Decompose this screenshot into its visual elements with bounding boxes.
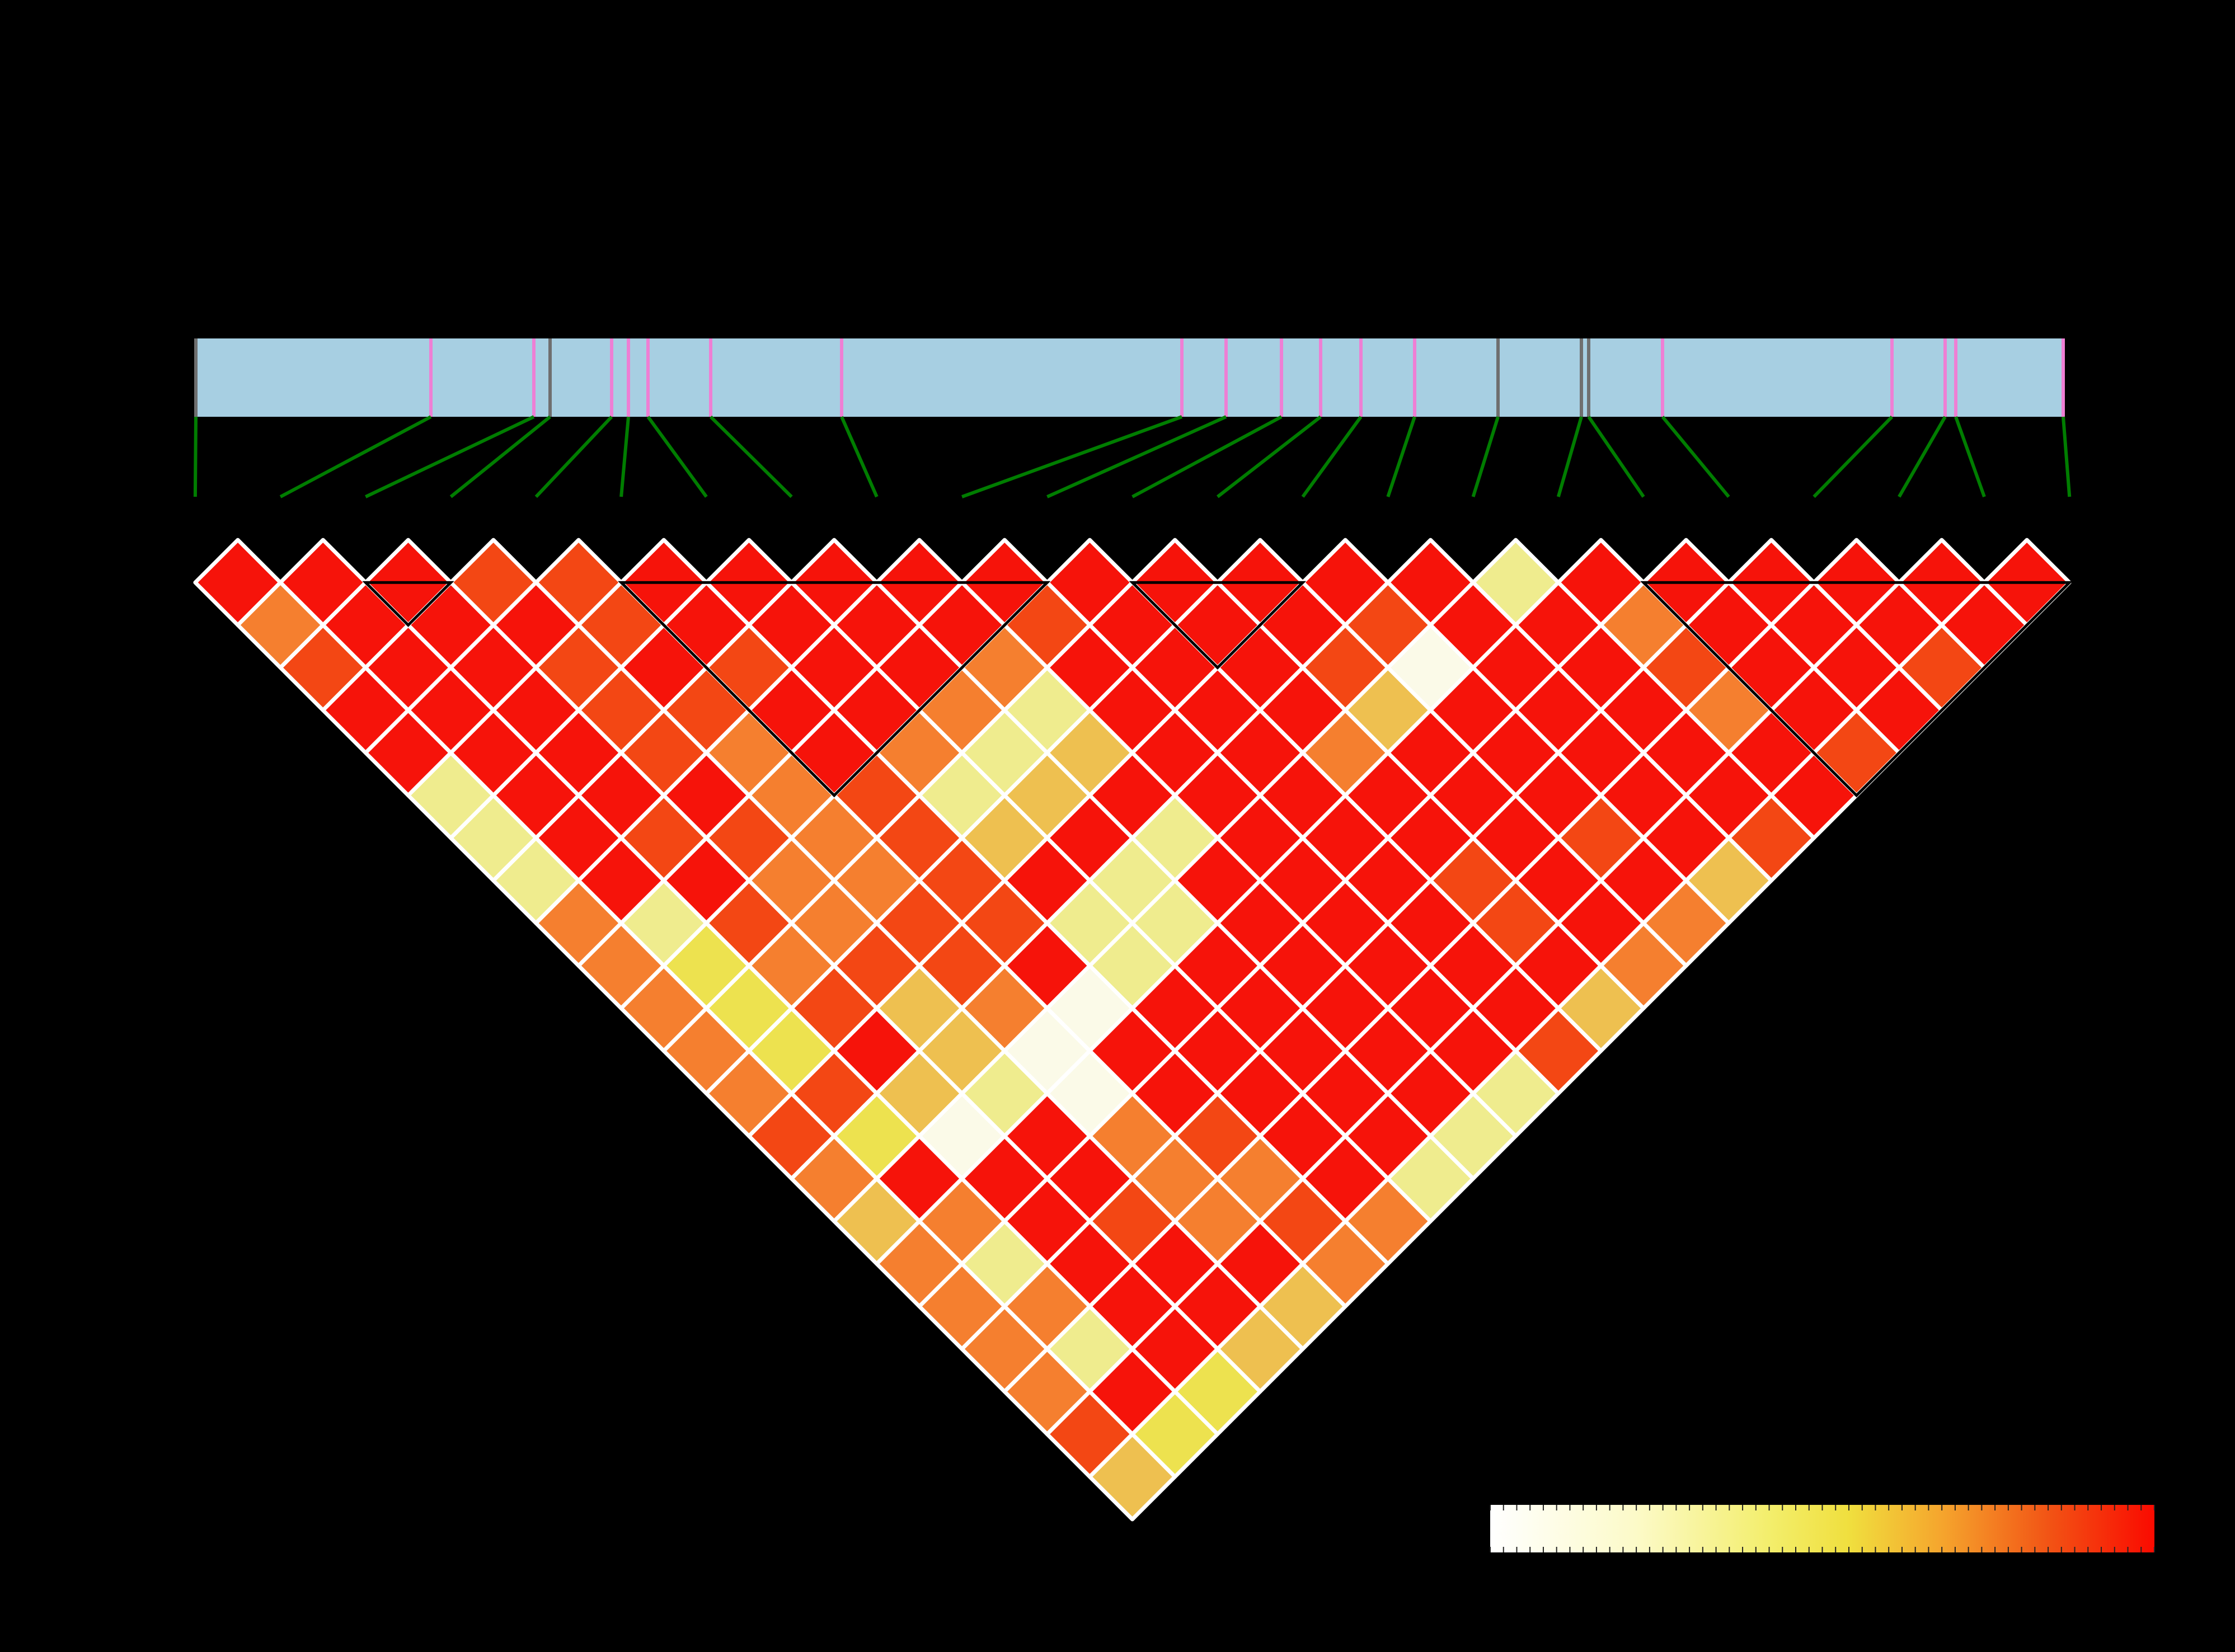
- snp-fan-line: [365, 415, 535, 498]
- snp-fan-line: [1046, 415, 1227, 498]
- snp-fan-line: [1661, 416, 1730, 498]
- genomic-region-bar: [195, 338, 2065, 417]
- snp-fan-line: [449, 415, 551, 498]
- genomic-region-bar-group: [194, 338, 2065, 417]
- snp-fan-line: [1216, 415, 1322, 498]
- snp-fan-line: [840, 416, 879, 498]
- color-key-gradient: [1490, 1505, 2154, 1552]
- snp-fan-line: [1813, 415, 1894, 498]
- snp-fan-line: [619, 416, 630, 497]
- snp-fan-line: [1556, 416, 1583, 497]
- haplotype-block-outline: [362, 581, 454, 627]
- snp-fan-line: [193, 416, 198, 497]
- snp-fan-line: [534, 415, 613, 498]
- haplotype-block-outline: [1640, 581, 2073, 798]
- snp-fan-line: [2062, 416, 2072, 497]
- haplotype-block-outline: [618, 581, 1051, 798]
- snp-fan-line: [1471, 416, 1500, 497]
- snp-fan-line: [709, 415, 793, 498]
- snp-fan-line: [1301, 416, 1363, 498]
- haplotype-block-outline: [1129, 581, 1307, 670]
- ld-cells-group: [193, 538, 2072, 1522]
- color-key-group: [1490, 1505, 2155, 1552]
- snp-fan-line: [1587, 416, 1645, 498]
- snp-fan-line: [1954, 416, 1986, 498]
- snp-fan-line: [279, 415, 432, 498]
- haplotype-blocks-group: [362, 581, 2073, 798]
- snp-fan-line: [961, 415, 1183, 498]
- snp-fan-lines-group: [193, 415, 2072, 498]
- snp-fan-line: [646, 416, 708, 498]
- snp-fan-line: [1898, 416, 1947, 498]
- snp-fan-line: [1386, 416, 1416, 497]
- snp-fan-line: [1131, 415, 1283, 498]
- ld-cell: [1087, 1432, 1177, 1522]
